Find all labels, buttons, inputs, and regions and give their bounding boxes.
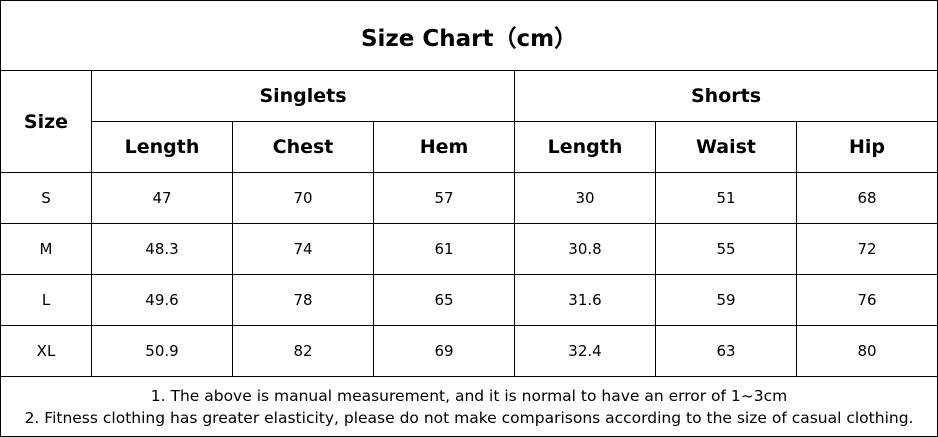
measurement: 72 — [795, 223, 938, 275]
measurement: 47 — [91, 172, 233, 224]
size-header: Size — [0, 70, 92, 173]
measurement: 49.6 — [91, 274, 233, 326]
measurement: 55 — [655, 223, 797, 275]
measurement: 59 — [655, 274, 797, 326]
size-row: M 48.3 74 61 30.8 55 72 — [0, 223, 938, 275]
measurement: 74 — [232, 223, 374, 275]
column-header: Waist — [655, 121, 797, 173]
measurement: 61 — [373, 223, 515, 275]
size-label: L — [0, 274, 92, 326]
notes: 1. The above is manual measurement, and … — [0, 376, 938, 437]
column-header: Hem — [373, 121, 515, 173]
measurement: 76 — [795, 274, 938, 326]
size-label: M — [0, 223, 92, 275]
measurement: 50.9 — [91, 325, 233, 377]
size-row: S 47 70 57 30 51 68 — [0, 172, 938, 224]
column-header: Chest — [232, 121, 374, 173]
measurement: 63 — [655, 325, 797, 377]
column-header: Length — [91, 121, 233, 173]
note: 1. The above is manual measurement, and … — [150, 386, 788, 405]
column-header: Hip — [795, 121, 938, 173]
measurement: 51 — [655, 172, 797, 224]
measurement: 30.8 — [514, 223, 656, 275]
measurement: 69 — [373, 325, 515, 377]
group-header: Singlets — [91, 70, 515, 122]
size-row: L 49.6 78 65 31.6 59 76 — [0, 274, 938, 326]
size-label: XL — [0, 325, 92, 377]
measurement: 31.6 — [514, 274, 656, 326]
measurement: 70 — [232, 172, 374, 224]
measurement: 78 — [232, 274, 374, 326]
measurement: 32.4 — [514, 325, 656, 377]
group-header: Shorts — [513, 70, 938, 122]
note: 2. Fitness clothing has greater elastici… — [24, 408, 914, 427]
measurement: 68 — [795, 172, 938, 224]
measurement: 80 — [795, 325, 938, 377]
measurement: 65 — [373, 274, 515, 326]
notes-row: 1. The above is manual measurement, and … — [0, 376, 938, 437]
column-header: Length — [514, 121, 656, 173]
measurement: 48.3 — [91, 223, 233, 275]
measurement: 30 — [514, 172, 656, 224]
measurement: 82 — [232, 325, 374, 377]
size-label: S — [0, 172, 92, 224]
size-row: XL 50.9 82 69 32.4 63 80 — [0, 325, 938, 377]
title: Size Chart（cm） — [0, 0, 938, 71]
measurement: 57 — [373, 172, 515, 224]
